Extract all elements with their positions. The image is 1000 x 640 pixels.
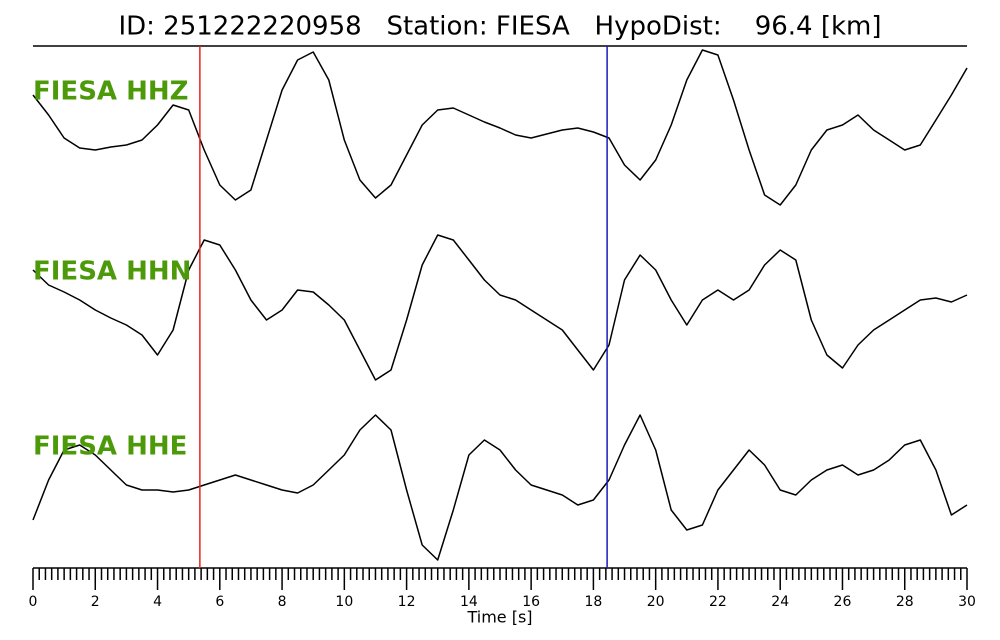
x-tick-label: 4: [153, 594, 162, 610]
x-tick-label: 24: [771, 594, 789, 610]
channel-label: FIESA HHE: [33, 432, 187, 462]
x-axis-label: Time [s]: [466, 608, 532, 627]
x-tick-label: 28: [896, 594, 914, 610]
x-tick-label: 16: [522, 594, 540, 610]
x-tick-label: 6: [215, 594, 224, 610]
x-tick-label: 0: [29, 594, 38, 610]
x-tick-label: 22: [709, 594, 727, 610]
trace: [32, 414, 968, 561]
trace: [32, 234, 968, 381]
channel-label: FIESA HHZ: [33, 77, 188, 107]
x-tick-label: 10: [335, 594, 353, 610]
x-tick-label: 18: [584, 594, 602, 610]
chart-title: ID: 251222220958 Station: FIESA HypoDist…: [118, 12, 881, 42]
trace: [32, 49, 968, 206]
x-tick-label: 26: [834, 594, 852, 610]
x-tick-label: 12: [398, 594, 416, 610]
channel-label: FIESA HHN: [33, 257, 191, 287]
x-tick-label: 2: [91, 594, 100, 610]
x-tick-label: 14: [460, 594, 478, 610]
x-tick-label: 30: [958, 594, 976, 610]
x-tick-label: 8: [278, 594, 287, 610]
x-tick-label: 20: [647, 594, 665, 610]
